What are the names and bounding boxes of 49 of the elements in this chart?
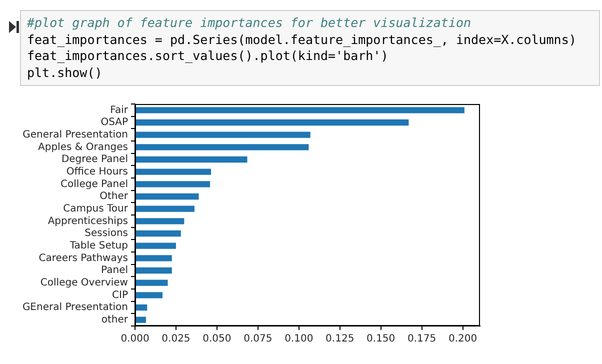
bar: [136, 267, 172, 274]
y-tick-label: Fair: [110, 104, 129, 116]
y-tick-label: other: [101, 314, 129, 326]
y-tick-label: Table Setup: [68, 240, 128, 252]
x-tick-label: 0.025: [162, 334, 190, 345]
bar: [136, 144, 309, 150]
text: plt.show(): [27, 64, 104, 81]
x-tick-label: 0.200: [448, 334, 478, 345]
y-tick-label: Campus Tour: [63, 203, 129, 214]
x-tick-label: 0.175: [407, 334, 436, 345]
x-tick-label: 0.050: [202, 334, 232, 345]
x-tick-label: 0.075: [244, 334, 272, 345]
bar: [136, 119, 409, 126]
y-tick-label: OSAP: [100, 117, 128, 128]
y-tick-label: Sessions: [84, 228, 128, 240]
y-tick-label: GEneral Presentation: [22, 302, 128, 314]
bar: [136, 255, 172, 262]
bar: [136, 156, 248, 163]
bar: [136, 292, 163, 298]
text: #plot graph of feature importances for better visualization: [27, 15, 472, 32]
y-tick-label: College Overview: [40, 277, 128, 288]
bar: [136, 316, 146, 323]
y-tick-label: Panel: [101, 265, 128, 276]
y-tick-label: Careers Pathways: [38, 252, 128, 264]
x-tick-label: 0.125: [326, 334, 354, 345]
bar: [136, 181, 210, 188]
bar: [136, 242, 176, 249]
y-tick-label: College Panel: [60, 178, 128, 190]
bar: [136, 168, 212, 175]
bar: [136, 132, 310, 138]
x-tick-label: 0.150: [366, 334, 396, 345]
x-tick-label: 0.100: [284, 334, 314, 345]
text: feat_importances.sort_values().plot(kind='barh'): [27, 48, 390, 64]
y-tick-label: Apprenticeships: [48, 216, 128, 227]
bar: [136, 304, 148, 311]
bar: [136, 280, 168, 286]
bar: [136, 218, 184, 224]
bar: [136, 107, 464, 114]
y-tick-label: Apples & Oranges: [38, 142, 128, 153]
bar: [136, 206, 194, 212]
y-tick-label: Degree Panel: [61, 154, 128, 166]
bar: [136, 193, 199, 200]
y-tick-label: Other: [100, 191, 129, 202]
y-tick-label: Office Hours: [66, 166, 128, 178]
bar: [136, 230, 181, 237]
text: feat_importances = pd.Series(model.feature_importances_, index=X.columns): [27, 32, 578, 48]
y-tick-label: General Presentation: [22, 129, 128, 140]
y-tick-label: CIP: [112, 290, 128, 301]
x-tick-label: 0.000: [120, 334, 150, 345]
